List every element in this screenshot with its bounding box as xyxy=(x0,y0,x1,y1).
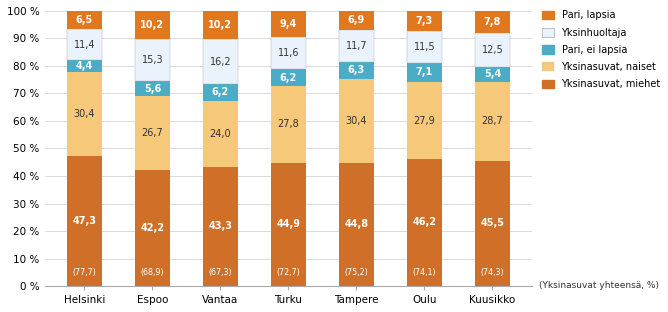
Text: 7,8: 7,8 xyxy=(484,17,501,27)
Bar xyxy=(339,79,374,163)
Text: 24,0: 24,0 xyxy=(210,129,231,139)
Bar xyxy=(407,159,442,286)
Bar xyxy=(135,170,170,286)
Text: 27,8: 27,8 xyxy=(278,119,299,129)
Bar xyxy=(203,101,238,167)
Text: (75,2): (75,2) xyxy=(345,268,368,277)
Bar xyxy=(271,163,306,286)
Text: 4,4: 4,4 xyxy=(75,61,93,71)
Bar xyxy=(203,11,238,39)
Bar xyxy=(203,167,238,286)
Bar xyxy=(203,39,238,84)
Text: (67,3): (67,3) xyxy=(208,268,232,277)
Text: (74,1): (74,1) xyxy=(413,268,436,277)
Text: 6,3: 6,3 xyxy=(348,66,365,76)
Text: (72,7): (72,7) xyxy=(277,268,301,277)
Text: 15,3: 15,3 xyxy=(142,55,163,65)
Bar xyxy=(67,60,102,72)
Bar xyxy=(339,62,374,79)
Text: 11,5: 11,5 xyxy=(413,42,436,52)
Text: 9,4: 9,4 xyxy=(280,19,297,29)
Text: 43,3: 43,3 xyxy=(208,222,232,232)
Text: 6,5: 6,5 xyxy=(75,15,93,25)
Text: 7,1: 7,1 xyxy=(416,67,433,77)
Bar xyxy=(407,63,442,82)
Bar xyxy=(407,11,442,31)
Text: (77,7): (77,7) xyxy=(72,268,96,277)
Bar xyxy=(339,163,374,286)
Text: 11,6: 11,6 xyxy=(278,48,299,58)
Text: 6,9: 6,9 xyxy=(348,15,365,25)
Bar xyxy=(475,11,510,33)
Legend: Pari, lapsia, Yksinhuoltaja, Pari, ei lapsia, Yksinasuvat, naiset, Yksinasuvat, : Pari, lapsia, Yksinhuoltaja, Pari, ei la… xyxy=(542,10,661,90)
Text: (74,3): (74,3) xyxy=(481,268,504,277)
Text: 7,3: 7,3 xyxy=(416,16,433,26)
Bar xyxy=(271,69,306,86)
Bar xyxy=(339,30,374,62)
Bar xyxy=(271,37,306,69)
Bar xyxy=(271,86,306,163)
Text: 12,5: 12,5 xyxy=(482,45,504,55)
Text: 30,4: 30,4 xyxy=(346,116,367,126)
Text: 16,2: 16,2 xyxy=(210,56,231,66)
Text: 10,2: 10,2 xyxy=(208,20,232,30)
Text: 10,2: 10,2 xyxy=(140,20,164,30)
Bar xyxy=(475,82,510,161)
Text: 28,7: 28,7 xyxy=(482,116,504,126)
Bar xyxy=(67,72,102,156)
Text: (68,9): (68,9) xyxy=(140,268,164,277)
Bar xyxy=(135,81,170,96)
Bar xyxy=(135,39,170,81)
Bar xyxy=(135,11,170,39)
Text: 26,7: 26,7 xyxy=(142,128,163,138)
Text: 44,8: 44,8 xyxy=(345,219,369,229)
Text: 11,4: 11,4 xyxy=(73,40,95,50)
Text: 27,9: 27,9 xyxy=(413,115,436,125)
Text: 47,3: 47,3 xyxy=(72,216,96,226)
Text: 5,4: 5,4 xyxy=(484,70,501,80)
Bar xyxy=(203,84,238,101)
Bar xyxy=(407,82,442,159)
Bar xyxy=(475,67,510,82)
Text: 6,2: 6,2 xyxy=(280,72,297,82)
Text: (Yksinasuvat yhteensä, %): (Yksinasuvat yhteensä, %) xyxy=(539,281,659,290)
Bar xyxy=(271,11,306,37)
Bar xyxy=(475,33,510,67)
Bar xyxy=(339,11,374,30)
Bar xyxy=(475,161,510,286)
Text: 5,6: 5,6 xyxy=(144,84,161,94)
Text: 42,2: 42,2 xyxy=(140,223,164,233)
Bar xyxy=(67,11,102,29)
Text: 11,7: 11,7 xyxy=(345,41,367,51)
Bar xyxy=(407,31,442,63)
Bar xyxy=(135,96,170,170)
Bar xyxy=(67,156,102,286)
Text: 44,9: 44,9 xyxy=(277,219,301,229)
Bar xyxy=(67,29,102,60)
Text: 6,2: 6,2 xyxy=(212,87,229,97)
Text: 46,2: 46,2 xyxy=(412,217,436,227)
Text: 30,4: 30,4 xyxy=(73,109,95,119)
Text: 45,5: 45,5 xyxy=(480,218,504,228)
